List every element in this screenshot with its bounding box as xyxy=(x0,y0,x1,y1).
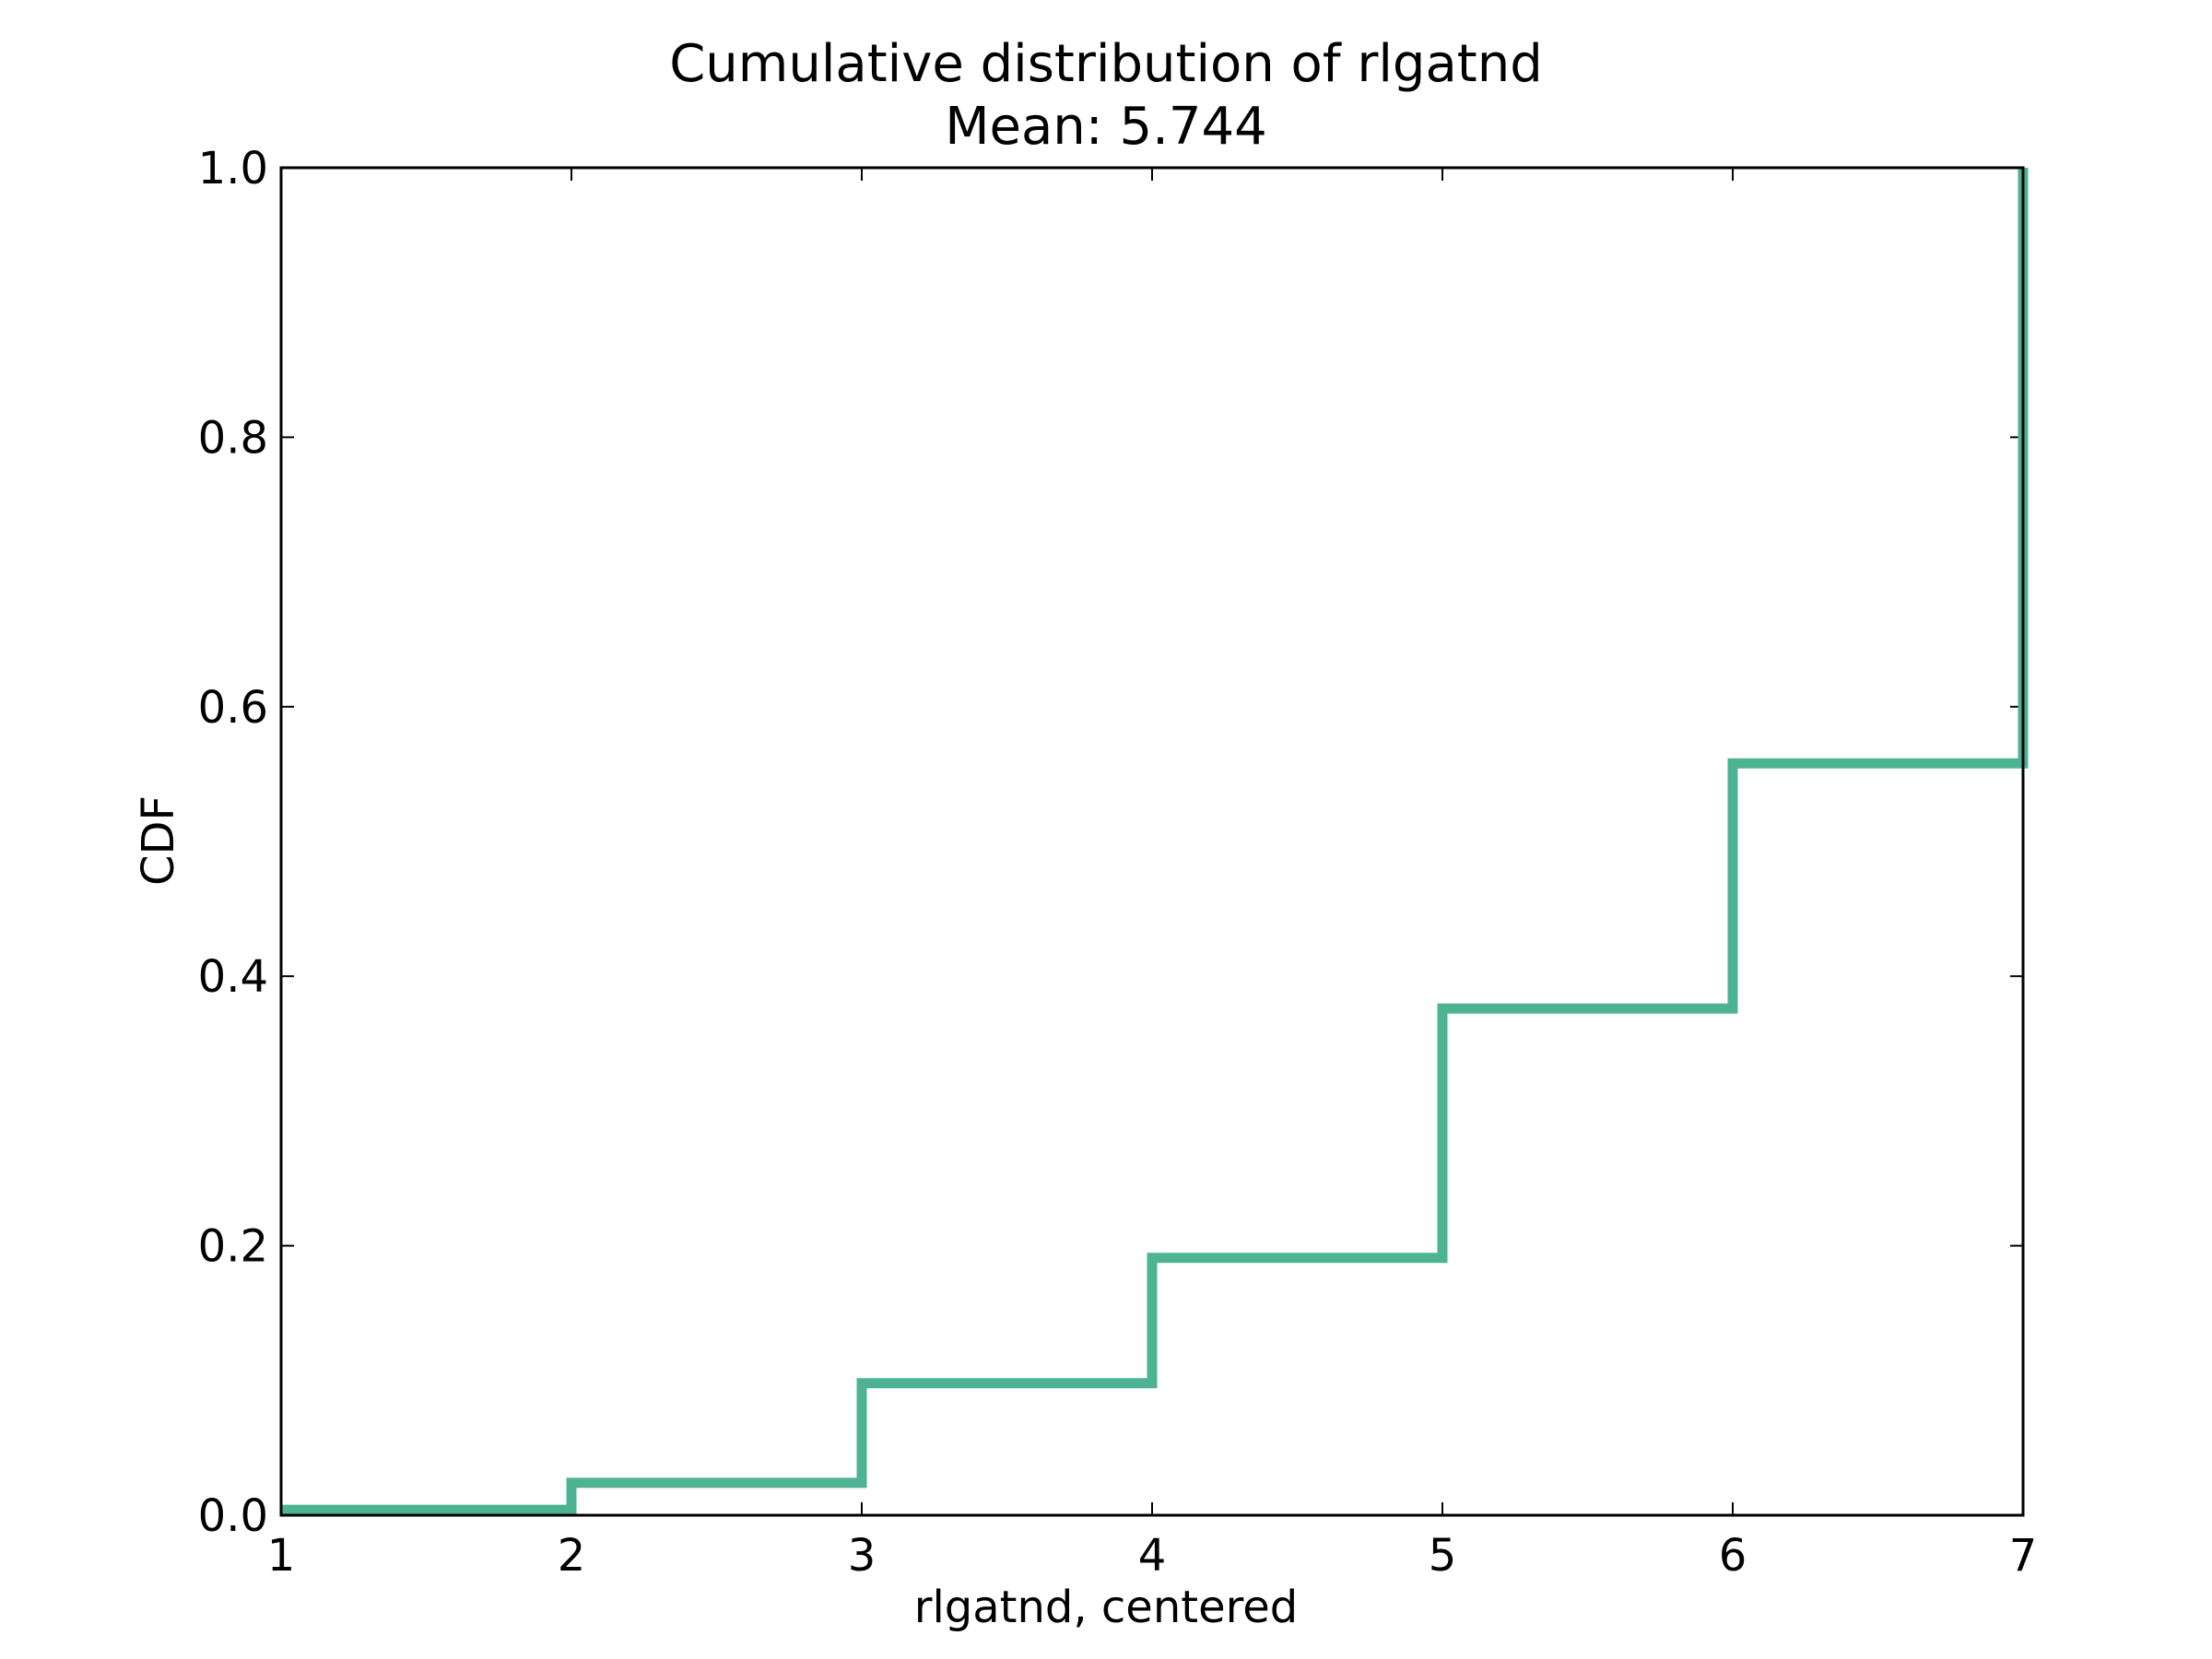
y-tick-label: 0.6 xyxy=(198,682,268,734)
y-tick-label: 0.0 xyxy=(198,1490,268,1542)
x-tick-label: 1 xyxy=(267,1530,296,1582)
cdf-step-line xyxy=(281,168,2029,1515)
y-tick-label: 0.4 xyxy=(198,951,268,1003)
x-tick-label: 4 xyxy=(1138,1530,1167,1582)
chart-subtitle: Mean: 5.744 xyxy=(945,97,1267,157)
y-tick-label: 1.0 xyxy=(198,143,268,194)
y-tick-label: 0.2 xyxy=(198,1221,268,1273)
axes-frame xyxy=(279,166,2025,1517)
x-tick-label: 3 xyxy=(848,1530,877,1582)
y-tick-label: 0.8 xyxy=(198,412,268,464)
chart-title: Cumulative distribution of rlgatnd xyxy=(669,34,1543,94)
x-tick-label: 2 xyxy=(558,1530,586,1582)
ticks-layer: 1 2 3 4 5 6 7 0.0 0.2 0.4 0.6 0.8 1.0 xyxy=(198,143,2038,1582)
x-tick-label: 7 xyxy=(2009,1530,2038,1582)
x-tick-label: 5 xyxy=(1429,1530,1457,1582)
y-axis-label: CDF xyxy=(133,794,184,887)
series-layer xyxy=(280,167,2029,1515)
x-tick-label: 6 xyxy=(1719,1530,1747,1582)
x-axis-label: rlgatnd, centered xyxy=(913,1582,1299,1633)
